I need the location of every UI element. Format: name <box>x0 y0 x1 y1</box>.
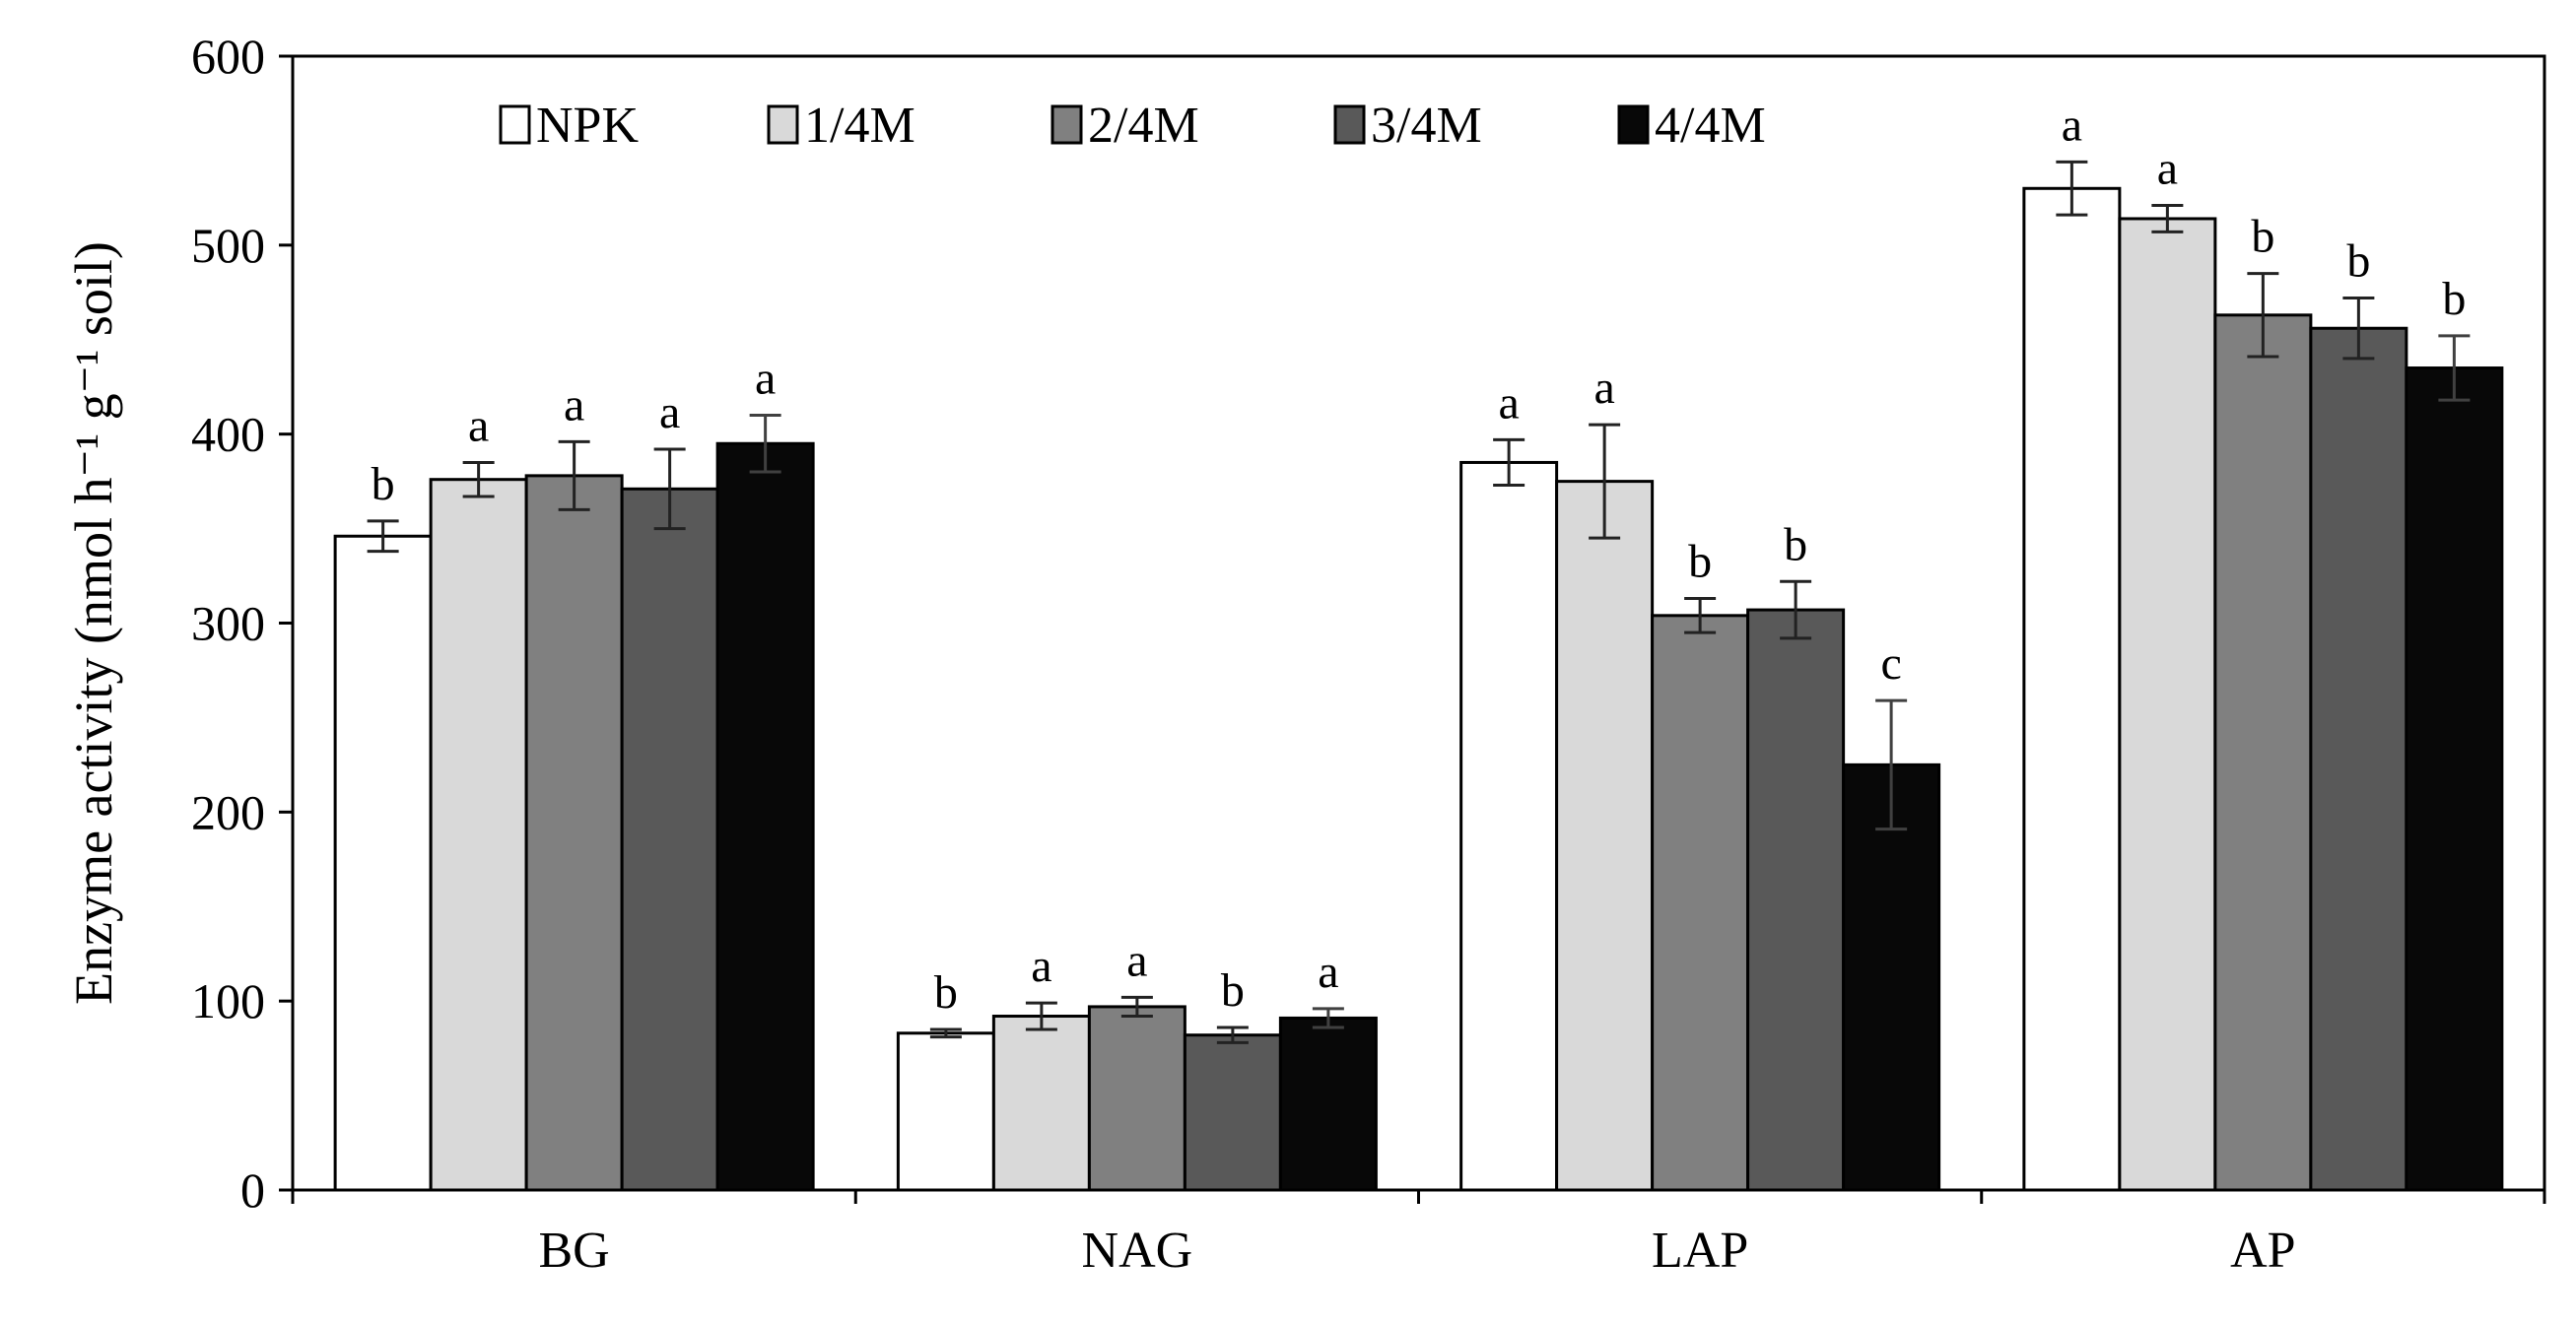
bar-3-4M-BG <box>620 487 719 1192</box>
significance-label: b <box>1784 518 1807 570</box>
significance-label: a <box>2062 99 2082 151</box>
y-tick-label: 500 <box>191 218 265 273</box>
bar-4-4M-LAP <box>1842 762 1941 1192</box>
legend-swatch-NPK <box>499 104 531 145</box>
legend-label: NPK <box>536 98 639 154</box>
legend-swatch-3-4M <box>1333 104 1366 145</box>
legend-label: 4/4M <box>1655 98 1766 154</box>
legend-label: 3/4M <box>1371 98 1482 154</box>
error-bars-group <box>367 160 2471 1044</box>
significance-label: a <box>1126 934 1147 986</box>
bar-3-4M-LAP <box>1746 608 1846 1192</box>
significance-label: a <box>755 352 776 404</box>
significance-label: a <box>1031 940 1051 992</box>
legend-swatch-1-4M <box>767 104 799 145</box>
x-category-label: AP <box>2230 1223 2295 1279</box>
y-tick-label: 100 <box>191 973 265 1028</box>
bar-NPK-NAG <box>896 1031 995 1192</box>
significance-label: b <box>2442 273 2466 325</box>
y-tick-label: 300 <box>191 596 265 651</box>
bar-NPK-BG <box>333 534 433 1192</box>
y-tick-label: 0 <box>240 1162 265 1218</box>
legend: NPK 1/4M 2/4M 3/4M 4/4M <box>499 98 1766 154</box>
bar-2-4M-BG <box>524 474 624 1192</box>
y-axis-title: Enzyme activity (nmol h⁻¹ g⁻¹ soil) <box>64 241 123 1005</box>
significance-label: a <box>2157 143 2178 195</box>
legend-label: 2/4M <box>1088 98 1199 154</box>
legend-swatch-2-4M <box>1051 104 1083 145</box>
significance-label: a <box>564 378 584 430</box>
y-tick-label: 200 <box>191 784 265 839</box>
significance-label: a <box>468 399 489 451</box>
x-axis: BG NAG LAP AP <box>291 1190 2546 1279</box>
y-tick-label: 400 <box>191 407 265 462</box>
bar-1-4M-LAP <box>1555 480 1655 1192</box>
bar-4-4M-NAG <box>1278 1016 1378 1192</box>
y-tick-label: 600 <box>191 29 265 84</box>
significance-label: a <box>1318 946 1338 998</box>
x-category-label: NAG <box>1082 1223 1193 1279</box>
bar-1-4M-NAG <box>991 1015 1091 1192</box>
significance-label: b <box>1688 536 1712 588</box>
bar-1-4M-AP <box>2118 217 2217 1192</box>
significance-label: a <box>659 386 680 438</box>
x-category-label: LAP <box>1652 1223 1748 1279</box>
significance-label: b <box>2251 211 2274 263</box>
bar-2-4M-AP <box>2213 313 2313 1192</box>
bars-group <box>333 186 2504 1192</box>
bar-3-4M-NAG <box>1183 1033 1282 1192</box>
legend-swatch-4-4M <box>1617 104 1650 145</box>
x-category-label: BG <box>539 1223 610 1279</box>
bar-NPK-LAP <box>1459 460 1559 1192</box>
significance-label: b <box>1221 964 1245 1017</box>
bar-1-4M-BG <box>429 478 528 1192</box>
legend-label: 1/4M <box>804 98 915 154</box>
significance-label: b <box>2346 235 2370 288</box>
y-axis: 0 100 200 300 400 500 600 <box>191 29 293 1218</box>
bar-4-4M-BG <box>715 441 815 1192</box>
bar-3-4M-AP <box>2309 326 2408 1192</box>
bar-2-4M-NAG <box>1087 1005 1186 1192</box>
significance-label: b <box>372 458 395 510</box>
significance-labels-group: b a a a a b a a b a a a b b c a a b b b <box>372 99 2467 1019</box>
bar-2-4M-LAP <box>1651 614 1750 1192</box>
significance-label: b <box>934 966 958 1019</box>
bar-4-4M-AP <box>2405 366 2504 1192</box>
bar-NPK-AP <box>2022 186 2122 1192</box>
significance-label: a <box>1498 376 1519 429</box>
significance-label: a <box>1593 362 1614 414</box>
significance-label: c <box>1880 637 1901 690</box>
